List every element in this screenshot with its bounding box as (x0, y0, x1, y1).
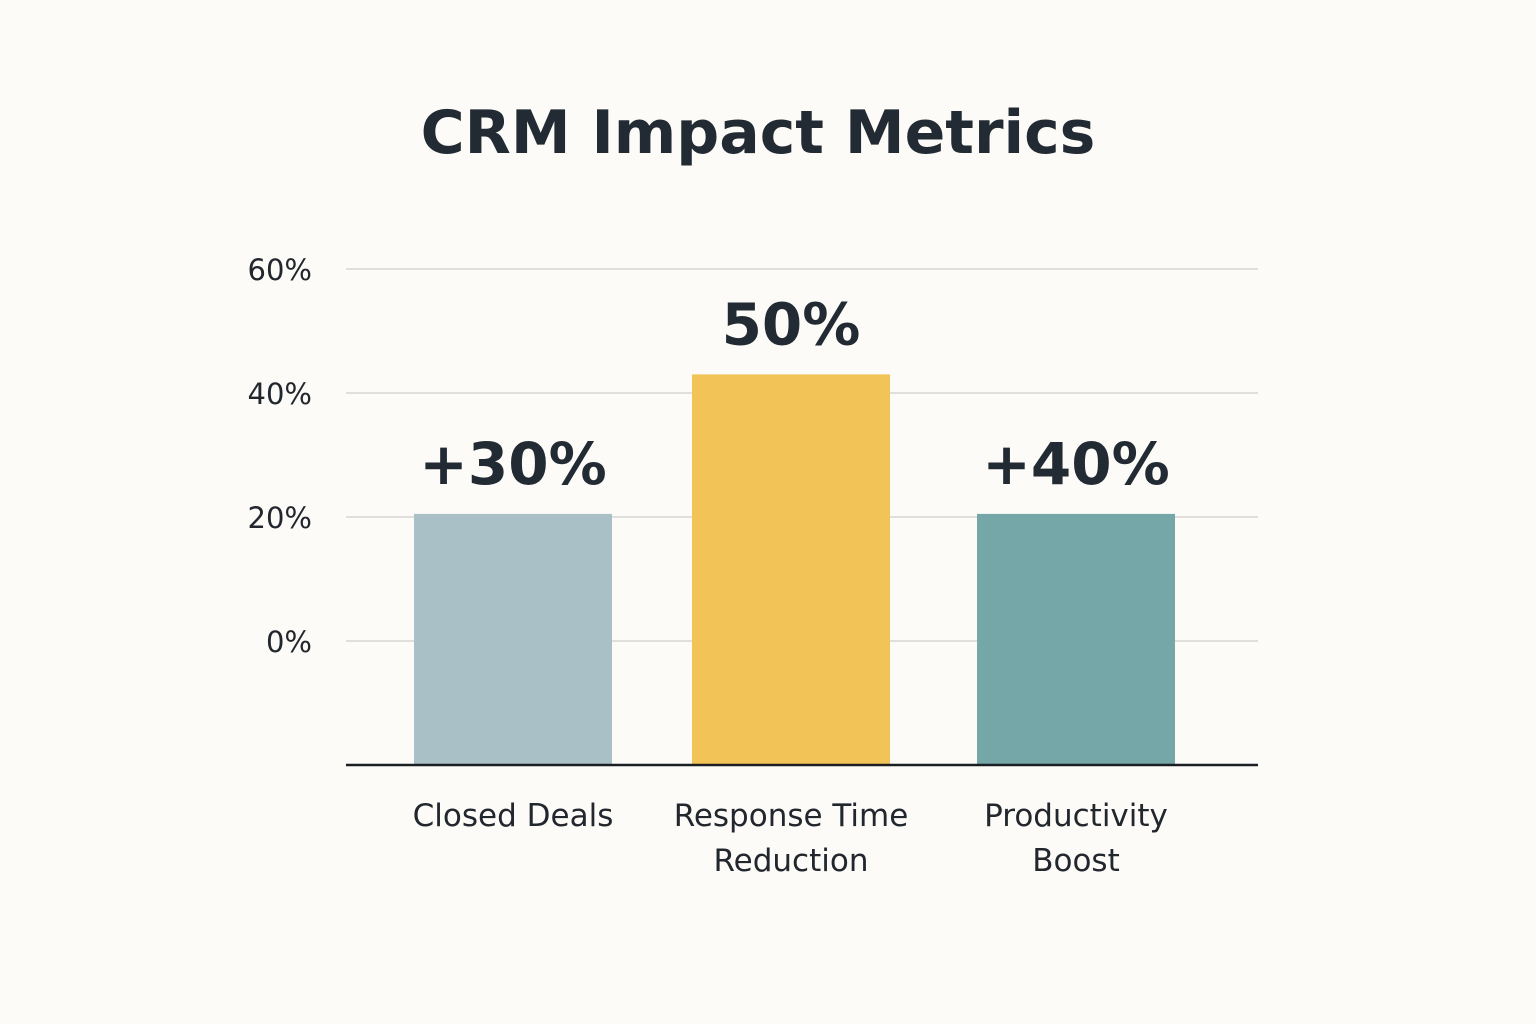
bar-value-label: 50% (722, 290, 861, 358)
bar-value-label: +30% (419, 430, 606, 498)
bar-value-label: +40% (982, 430, 1169, 498)
x-category-label: Closed Deals (413, 798, 614, 834)
bars (414, 374, 1175, 765)
bar (692, 374, 890, 765)
x-category-label: Boost (1032, 843, 1120, 879)
x-category-label: Response Time (674, 798, 909, 834)
y-tick-label: 60% (248, 253, 312, 287)
chart-title: CRM Impact Metrics (421, 98, 1096, 168)
y-tick-label: 0% (266, 625, 312, 659)
y-axis-ticks: 0% 20% 40% 60% (248, 253, 312, 659)
x-category-label: Reduction (714, 843, 869, 879)
value-labels: +30% 50% +40% (419, 290, 1169, 498)
bar (414, 513, 612, 765)
y-tick-label: 20% (248, 501, 312, 535)
x-category-label: Productivity (984, 798, 1168, 834)
bar (977, 513, 1175, 765)
y-tick-label: 40% (248, 377, 312, 411)
category-labels: Closed Deals Response Time Reduction Produc… (413, 798, 1168, 879)
